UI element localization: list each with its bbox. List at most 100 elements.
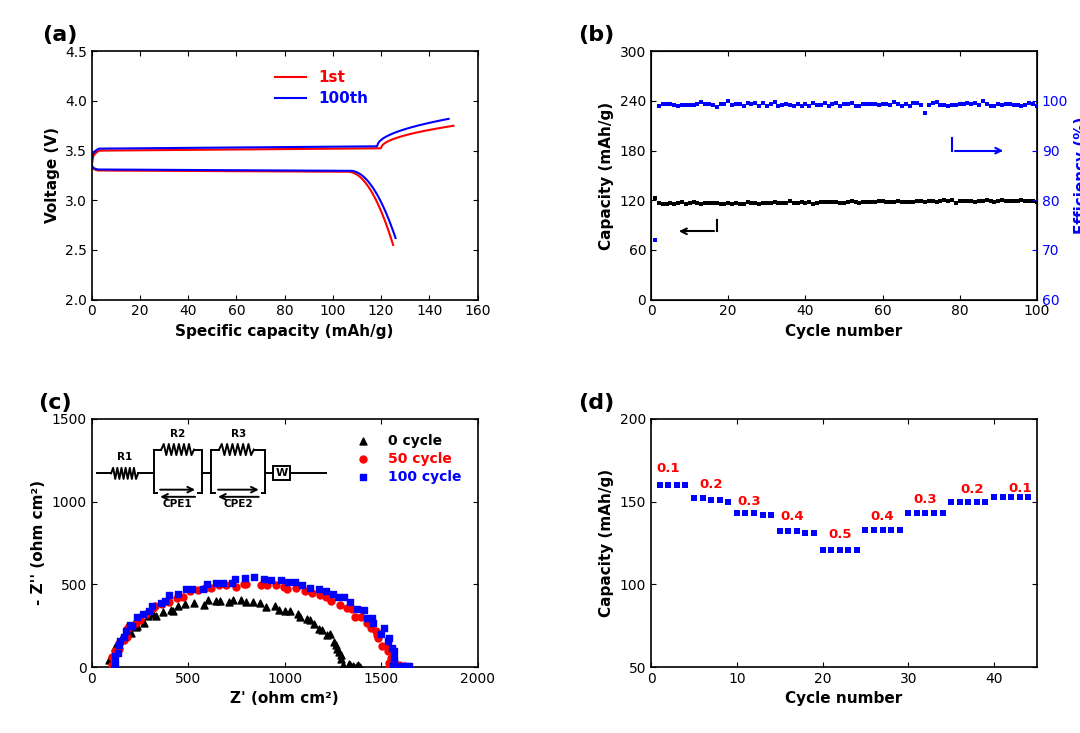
0 cycle (186, 597, 203, 609)
0 cycle (104, 650, 121, 662)
Text: 0.2: 0.2 (700, 478, 723, 491)
100th (408, 122, 421, 130)
Text: 0.1: 0.1 (1008, 482, 1031, 495)
Text: (c): (c) (38, 393, 71, 413)
50 cycle (238, 578, 255, 590)
50 cycle (352, 611, 369, 623)
0 cycle (281, 605, 298, 617)
50 cycle (322, 595, 339, 607)
50 cycle (116, 634, 133, 646)
0 cycle (313, 625, 330, 636)
50 cycle (382, 652, 400, 663)
100th (386, 129, 399, 138)
0 cycle (238, 597, 255, 608)
1st (300, 144, 313, 153)
0 cycle (100, 654, 118, 666)
100 cycle (359, 611, 376, 623)
0 cycle (289, 608, 307, 620)
50 cycle (104, 660, 121, 671)
100 cycle (123, 620, 140, 632)
Text: (a): (a) (42, 26, 77, 45)
0 cycle (292, 611, 309, 623)
50 cycle (279, 583, 296, 595)
50 cycle (181, 586, 199, 597)
0 cycle (176, 598, 193, 610)
1st (86, 152, 99, 161)
50 cycle (390, 663, 407, 674)
Line: 1st: 1st (92, 126, 454, 166)
100 cycle (121, 619, 138, 631)
100 cycle (279, 575, 296, 587)
50 cycle (145, 603, 162, 614)
100 cycle (380, 633, 397, 644)
50 cycle (174, 592, 191, 603)
0 cycle (104, 659, 121, 671)
Legend: 1st, 100th: 1st, 100th (269, 64, 374, 112)
100 cycle (373, 627, 390, 639)
Point (788, 526, 806, 537)
50 cycle (387, 660, 404, 672)
Text: (b): (b) (578, 26, 615, 45)
Point (814, 544, 832, 556)
Text: 0.3: 0.3 (738, 495, 761, 508)
50 cycle (258, 580, 275, 592)
100th (86, 150, 99, 158)
Point (856, 524, 874, 536)
0 cycle (345, 660, 362, 671)
0 cycle (105, 660, 122, 671)
Y-axis label: - Z'' (ohm cm²): - Z'' (ohm cm²) (31, 480, 46, 605)
Point (719, 496, 737, 507)
0 cycle (106, 641, 123, 653)
0 cycle (327, 639, 345, 651)
50 cycle (347, 611, 364, 622)
X-axis label: Cycle number: Cycle number (785, 691, 903, 707)
50 cycle (104, 652, 121, 663)
100 cycle (365, 616, 382, 628)
X-axis label: Cycle number: Cycle number (785, 324, 903, 339)
50 cycle (318, 592, 335, 603)
Point (1020, 490, 1037, 502)
Legend: 0 cycle, 50 cycle, 100 cycle: 0 cycle, 50 cycle, 100 cycle (343, 428, 467, 490)
0 cycle (321, 628, 338, 640)
Point (669, 479, 686, 491)
100 cycle (224, 577, 241, 589)
Point (900, 507, 917, 519)
100 cycle (379, 636, 396, 647)
Text: 0.1: 0.1 (657, 462, 680, 475)
100 cycle (152, 597, 170, 608)
50 cycle (363, 622, 380, 633)
50 cycle (119, 623, 136, 635)
Y-axis label: Efficiency (%): Efficiency (%) (1074, 117, 1080, 234)
50 cycle (369, 632, 387, 644)
100 cycle (157, 594, 174, 606)
50 cycle (332, 599, 349, 611)
0 cycle (212, 595, 229, 607)
Point (762, 509, 780, 520)
1st (390, 133, 403, 142)
X-axis label: Specific capacity (mAh/g): Specific capacity (mAh/g) (175, 324, 394, 339)
0 cycle (129, 620, 146, 632)
100 cycle (383, 642, 401, 654)
50 cycle (380, 663, 397, 674)
100 cycle (237, 572, 254, 583)
Y-axis label: Capacity (mAh/g): Capacity (mAh/g) (599, 101, 615, 249)
Point (1011, 490, 1028, 502)
0 cycle (220, 596, 238, 608)
50 cycle (267, 579, 284, 591)
1st (299, 144, 312, 153)
Point (686, 493, 703, 504)
0 cycle (306, 618, 323, 630)
0 cycle (333, 649, 350, 661)
50 cycle (343, 603, 361, 615)
100 cycle (324, 588, 341, 600)
100 cycle (400, 660, 417, 672)
50 cycle (381, 660, 399, 672)
Text: 0.3: 0.3 (914, 493, 937, 507)
50 cycle (110, 637, 127, 649)
Point (985, 490, 1002, 502)
50 cycle (235, 578, 253, 590)
100 cycle (207, 578, 225, 589)
100 cycle (384, 660, 402, 672)
Point (823, 544, 840, 556)
100 cycle (386, 652, 403, 663)
